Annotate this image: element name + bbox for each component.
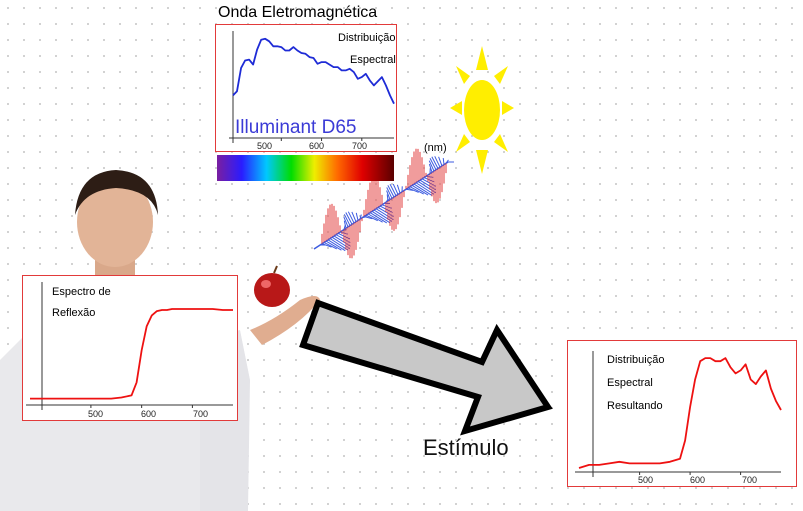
wave-magnetic-line: [428, 160, 435, 172]
wave-magnetic-line: [343, 220, 347, 229]
wave-magnetic-line: [373, 209, 393, 223]
wave-magnetic-line: [345, 212, 353, 225]
wave-magnetic-line: [396, 184, 401, 194]
result-label-line1: Distribuição: [607, 354, 665, 366]
wave-magnetic-line: [421, 178, 436, 187]
wave-magnetic-line: [343, 214, 351, 226]
wave-magnetic-line: [431, 156, 439, 169]
illuminant-spd-chart: Distribuição Espectral Illuminant D65 50…: [215, 24, 397, 152]
result-curve: [578, 357, 782, 469]
wave-magnetic-line: [321, 243, 332, 248]
reflectance-curve: [30, 308, 233, 400]
wave-magnetic-line: [428, 163, 433, 173]
wave-magnetic-line: [409, 186, 424, 195]
wave-magnetic-line: [407, 187, 419, 193]
em-wave: [313, 148, 454, 259]
wave-magnetic-line: [367, 213, 383, 223]
wave-magnetic-line: [371, 210, 391, 224]
wave-magnetic-line: [419, 179, 437, 191]
wave-magnetic-line: [413, 183, 432, 196]
wave-magnetic-line: [343, 216, 349, 228]
wave-unit-label: (nm): [424, 142, 447, 154]
reflectance-plot: [26, 282, 233, 410]
wave-magnetic-line: [442, 158, 445, 165]
wave-magnetic-line: [329, 238, 349, 251]
wave-magnetic-line: [405, 188, 414, 191]
illuminant-tick-600: 600: [309, 141, 325, 151]
wave-magnetic-line: [369, 212, 388, 224]
sun-icon: [450, 46, 514, 174]
result-tick-600: 600: [690, 475, 706, 485]
result-plot: [575, 351, 782, 477]
wave-magnetic-line: [445, 159, 449, 164]
wave-magnetic-line: [359, 214, 362, 220]
stimulus-arrow: [299, 299, 553, 436]
wave-magnetic-line: [365, 214, 378, 222]
result-label-line3: Resultando: [607, 400, 663, 412]
wave-magnetic-line: [351, 211, 357, 222]
wave-magnetic-line: [417, 181, 436, 194]
illuminant-label-line1: Distribuição: [338, 32, 396, 44]
illuminant-tick-500: 500: [257, 141, 273, 151]
wave-magnetic-line: [392, 183, 399, 195]
wave-magnetic-line: [415, 182, 435, 195]
apple-icon: [254, 265, 290, 307]
wave-magnetic-line: [403, 187, 408, 191]
reflectance-tick-700: 700: [193, 409, 209, 419]
wave-magnetic-line: [325, 240, 342, 251]
illuminant-tick-700: 700: [352, 141, 368, 151]
reflectance-chart: Espectro de Reflexão 500 600 700: [22, 275, 238, 421]
illuminant-plot: [229, 31, 395, 143]
wave-magnetic-line: [438, 156, 443, 167]
wave-magnetic-line: [355, 212, 359, 221]
wave-magnetic-line: [386, 194, 389, 201]
result-spd-chart: Distribuição Espectral Resultando 500 60…: [567, 340, 797, 487]
result-tick-500: 500: [638, 475, 654, 485]
wave-magnetic-line: [434, 156, 441, 168]
wave-magnetic-line: [386, 190, 391, 200]
result-label-line2: Espectral: [607, 377, 653, 389]
illuminant-label-line2: Espectral: [350, 54, 396, 66]
wave-magnetic-line: [347, 211, 355, 224]
reflectance-label-line1: Espectro de: [52, 286, 111, 298]
wave-magnetic-line: [386, 187, 393, 199]
wave-magnetic-line: [323, 241, 337, 250]
wave-magnetic-line: [327, 239, 346, 252]
reflectance-tick-500: 500: [88, 409, 104, 419]
wave-magnetic-line: [363, 215, 373, 220]
stimulus-label: Estímulo: [423, 435, 509, 460]
illuminant-curve: [232, 37, 395, 105]
reflectance-label-line2: Reflexão: [52, 307, 96, 319]
illuminant-name: Illuminant D65: [235, 117, 357, 138]
wave-magnetic-line: [331, 236, 351, 250]
wave-magnetic-line: [411, 184, 429, 196]
wave-magnetic-line: [387, 185, 395, 198]
visible-spectrum-bar: [217, 155, 394, 181]
page-title: Onda Eletromagnética: [218, 4, 378, 21]
wave-magnetic-line: [423, 177, 435, 183]
result-tick-700: 700: [742, 475, 758, 485]
wave-magnetic-line: [389, 183, 397, 196]
wave-magnetic-line: [429, 158, 437, 171]
reflectance-tick-600: 600: [141, 409, 157, 419]
